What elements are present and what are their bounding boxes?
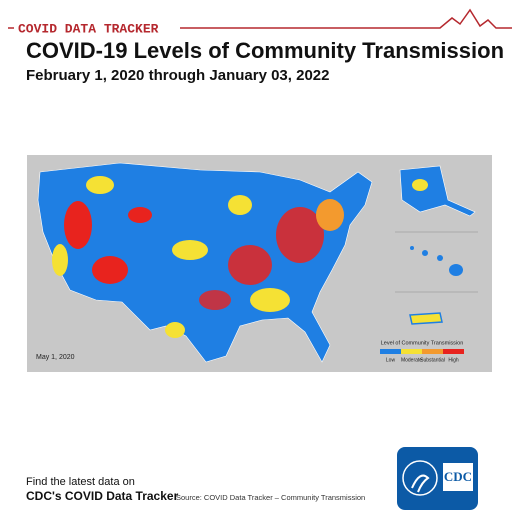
legend-swatch xyxy=(422,349,443,354)
region xyxy=(228,245,272,285)
region xyxy=(172,240,208,260)
hhs-seal xyxy=(402,460,438,496)
footer-line1: Find the latest data on xyxy=(26,476,135,488)
alaska xyxy=(399,165,476,217)
header-rule xyxy=(180,8,512,29)
cdc-text: CDC xyxy=(444,469,472,484)
region xyxy=(228,195,252,215)
legend-swatch xyxy=(443,349,464,354)
legend-swatch xyxy=(380,349,401,354)
legend-swatch xyxy=(401,349,422,354)
region xyxy=(64,201,92,249)
region xyxy=(250,288,290,312)
island xyxy=(410,246,414,250)
legend-label: Low xyxy=(386,357,396,363)
footer-line2: CDC's COVID Data Tracker xyxy=(26,489,179,503)
island xyxy=(422,250,428,256)
region xyxy=(86,176,114,194)
region xyxy=(276,207,324,263)
island xyxy=(449,264,463,276)
region xyxy=(52,244,68,276)
legend-label: High xyxy=(448,357,459,363)
map-date: May 1, 2020 xyxy=(36,354,75,361)
title: COVID-19 Levels of Community Transmissio… xyxy=(26,38,504,63)
region xyxy=(199,290,231,310)
region xyxy=(92,256,128,284)
region xyxy=(165,322,185,338)
subtitle: February 1, 2020 through January 03, 202… xyxy=(26,67,329,84)
hhs-eagle xyxy=(411,474,430,493)
region xyxy=(412,179,428,191)
hawaii xyxy=(410,246,463,276)
cdc-box xyxy=(443,463,473,491)
header-label: COVID DATA TRACKER xyxy=(18,21,159,36)
mainland-map xyxy=(37,162,373,363)
source: Source: COVID Data Tracker – Community T… xyxy=(176,493,365,502)
legend-title: Level of Community Transmission xyxy=(381,340,464,346)
region xyxy=(316,199,344,231)
legend-label: Substantial xyxy=(420,357,445,363)
puerto-rico xyxy=(409,312,443,325)
island xyxy=(437,255,443,261)
legend-label: Moderate xyxy=(401,357,422,363)
region xyxy=(128,207,152,223)
